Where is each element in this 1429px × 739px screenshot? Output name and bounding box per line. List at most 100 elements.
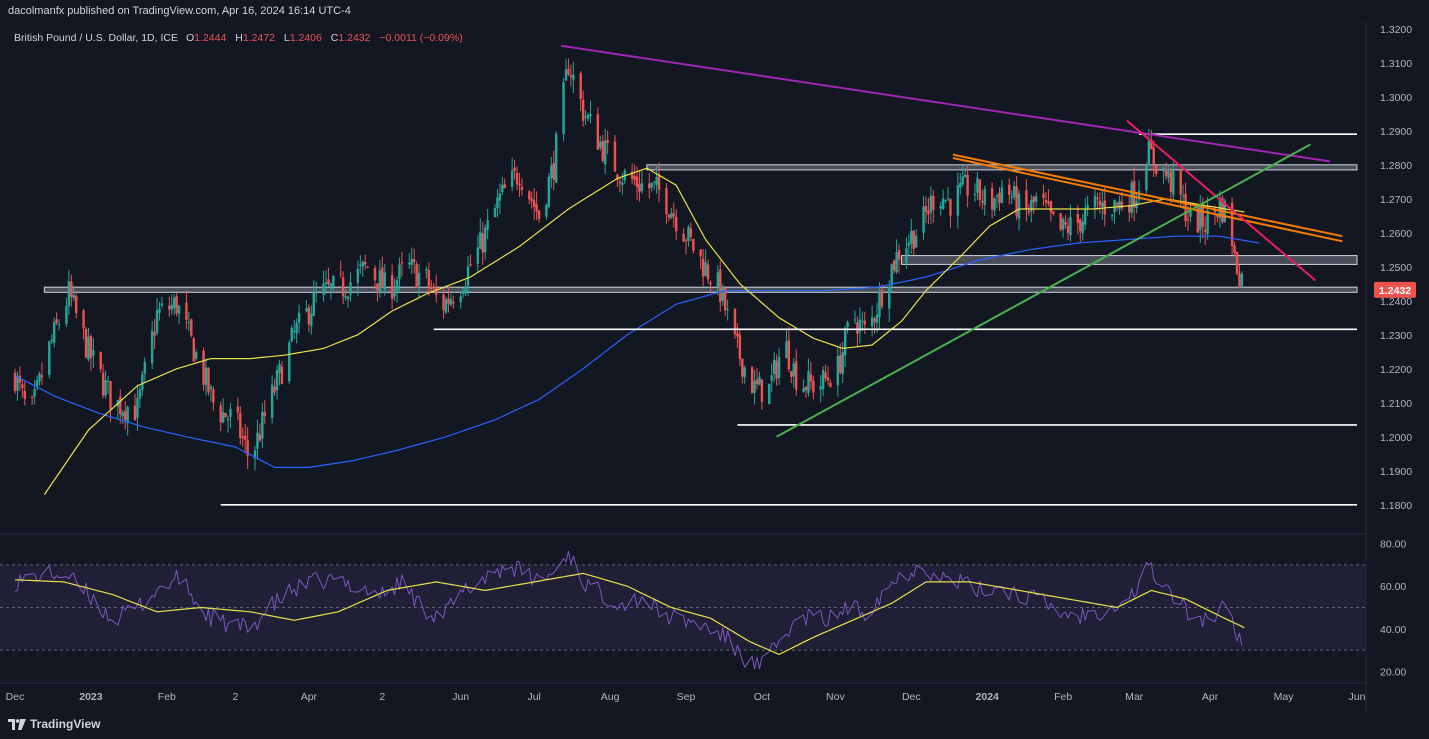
candle <box>263 400 266 424</box>
candle-body <box>1147 140 1151 165</box>
candle-body <box>829 382 832 387</box>
candle <box>846 320 849 334</box>
candle-body <box>635 176 639 187</box>
candle-body <box>741 358 744 377</box>
candle <box>224 412 227 418</box>
candle-body <box>204 367 208 386</box>
ohlc-change: −0.0011 (−0.09%) <box>379 32 462 44</box>
chart-area[interactable]: British Pound / U.S. Dollar, 1D, ICE O1.… <box>0 22 1429 712</box>
candle <box>486 209 489 240</box>
candle-body <box>721 286 724 301</box>
candle-body <box>84 328 88 358</box>
candle <box>241 427 244 447</box>
candle-body <box>498 193 502 201</box>
candle-body <box>1235 252 1239 274</box>
candle-body <box>1110 215 1114 217</box>
candle <box>67 269 71 315</box>
candle <box>398 257 401 291</box>
candle <box>716 265 720 296</box>
trendline-orange-channel-lower[interactable] <box>952 157 1343 243</box>
candle-body <box>52 322 56 343</box>
candle <box>327 267 330 287</box>
trendline-orange-channel-upper[interactable] <box>952 153 1343 238</box>
price-tick-label: 1.2200 <box>1380 364 1412 376</box>
candle-body <box>910 230 913 244</box>
candle <box>1145 162 1148 194</box>
candle <box>520 178 524 196</box>
candle <box>1221 195 1224 225</box>
candle <box>1098 191 1102 214</box>
candle <box>1049 200 1053 222</box>
candle <box>949 198 952 229</box>
tradingview-footer[interactable]: TradingView <box>8 716 100 732</box>
candle <box>459 290 462 309</box>
candle <box>297 304 301 334</box>
candle-body <box>655 177 658 185</box>
candle <box>50 334 53 344</box>
candle <box>821 366 825 397</box>
candle <box>315 281 318 303</box>
candle <box>1189 202 1192 223</box>
candle-body <box>603 141 607 165</box>
candle-body <box>48 341 51 375</box>
candle-body <box>141 374 144 391</box>
candle-body <box>809 374 813 382</box>
candle-body <box>341 277 345 297</box>
candle-body <box>459 296 462 303</box>
candle <box>684 237 688 255</box>
candle-body <box>1012 186 1016 198</box>
candle-body <box>273 386 276 393</box>
support-zone-1[interactable] <box>901 255 1358 265</box>
candle <box>616 173 619 187</box>
candle <box>990 182 994 219</box>
trendline-green-uptrend[interactable] <box>776 143 1311 438</box>
candle <box>956 172 960 229</box>
time-tick-label: Jun <box>1349 691 1366 703</box>
candle-body <box>743 367 746 378</box>
candle-body <box>672 213 675 217</box>
candle <box>839 343 842 375</box>
candle-body <box>846 322 849 327</box>
candle-body <box>1052 211 1055 214</box>
candle-body <box>861 320 864 322</box>
trendline-pink-downtrend[interactable] <box>1126 119 1317 282</box>
rsi-ma-line[interactable] <box>14 572 1245 656</box>
candle-body <box>275 370 279 391</box>
candle-body <box>657 174 661 190</box>
time-tick-label: Feb <box>1054 691 1072 703</box>
candle <box>13 368 17 394</box>
candle-body <box>978 179 982 201</box>
candle <box>682 228 685 243</box>
candle-body <box>361 261 364 267</box>
candle-body <box>1169 171 1173 192</box>
candle-body <box>67 281 71 307</box>
candle <box>160 296 164 309</box>
candle <box>1032 195 1035 214</box>
candle-body <box>89 335 93 359</box>
sma-slow-line[interactable] <box>14 235 1260 468</box>
candle <box>1118 195 1121 215</box>
candle-body <box>616 174 619 180</box>
candle <box>444 296 448 315</box>
support-zone-2[interactable] <box>43 286 1358 293</box>
candle-body <box>75 296 78 314</box>
candle-body <box>207 367 210 393</box>
candle-body <box>912 230 915 249</box>
price-pane[interactable] <box>13 44 1358 506</box>
candle <box>1167 164 1170 184</box>
candle <box>743 365 746 384</box>
rsi-pane[interactable] <box>0 550 1366 670</box>
candle <box>121 409 124 424</box>
trendline-purple-resistance[interactable] <box>560 44 1331 163</box>
candle <box>395 276 399 303</box>
candle <box>292 319 296 340</box>
candle-body <box>1015 186 1018 217</box>
sma-fast-line[interactable] <box>43 167 1245 495</box>
candle <box>719 260 722 312</box>
candle <box>366 266 369 269</box>
rsi-line[interactable] <box>14 550 1243 670</box>
candle <box>613 135 617 172</box>
candle <box>981 189 984 210</box>
candle <box>1044 191 1048 208</box>
candle <box>498 183 502 214</box>
